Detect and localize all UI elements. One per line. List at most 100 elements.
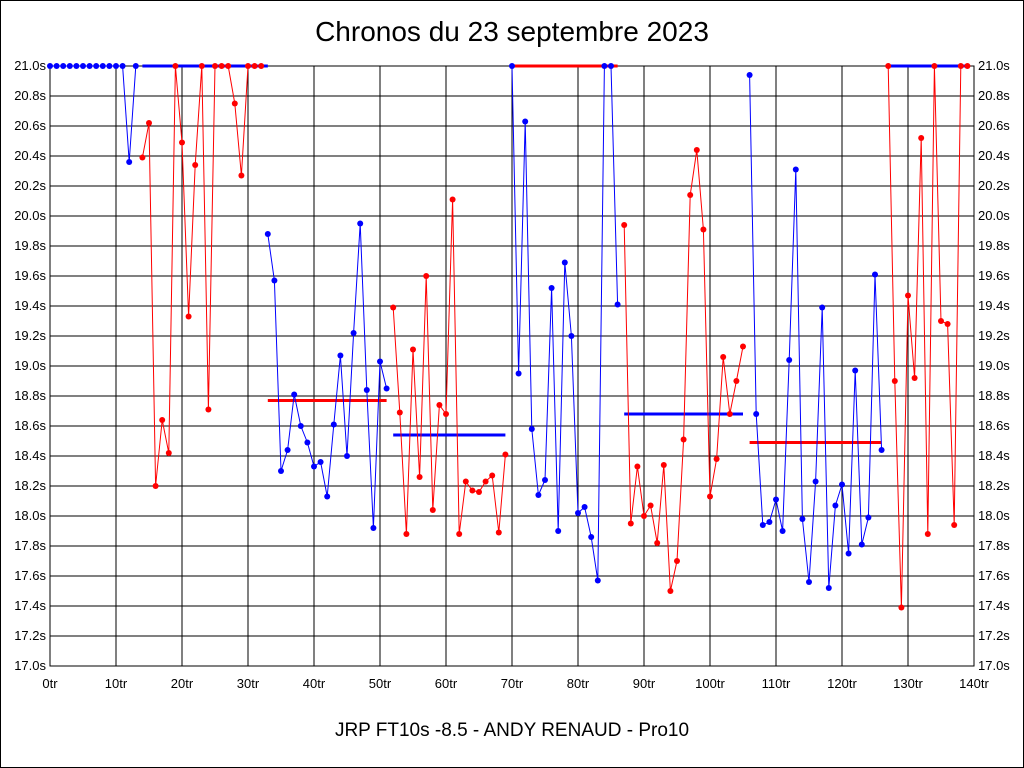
data-point — [687, 192, 694, 198]
data-point — [911, 375, 918, 381]
x-tick-label: 140tr — [959, 676, 989, 691]
data-point — [660, 462, 667, 468]
y-tick-label-right: 20.6s — [978, 118, 1010, 133]
data-point — [330, 421, 337, 428]
data-point — [680, 436, 687, 443]
data-point — [766, 519, 773, 525]
y-tick-label-right: 17.2s — [978, 628, 1010, 643]
y-tick-label-right: 17.8s — [978, 538, 1010, 553]
data-point — [951, 522, 958, 528]
data-point — [80, 63, 86, 69]
data-point — [608, 63, 614, 69]
y-axis-left: 17.0s 17.2s 17.4s 17.6s 17.8s 18.0s 18.2s 18.4s… — [14, 58, 46, 673]
data-point — [918, 135, 925, 141]
data-point — [898, 604, 905, 611]
series-blue — [264, 220, 390, 531]
data-point — [542, 477, 548, 483]
x-tick-label: 110tr — [762, 676, 791, 691]
data-point — [561, 259, 568, 266]
y-tick-label-left: 19.4s — [14, 298, 46, 313]
series-line — [392, 199, 506, 535]
data-point — [891, 378, 898, 384]
y-tick-label-left: 17.6s — [14, 568, 46, 583]
data-point — [218, 63, 225, 69]
data-point — [535, 492, 542, 498]
data-point — [858, 541, 865, 548]
data-point — [476, 489, 482, 495]
data-point — [66, 63, 73, 69]
data-point — [403, 531, 410, 537]
data-point — [119, 63, 126, 69]
y-tick-label-left: 17.4s — [14, 598, 46, 613]
data-point — [99, 63, 106, 69]
data-point — [350, 330, 357, 336]
data-point — [93, 63, 100, 69]
chart-title: Chronos du 23 septembre 2023 — [315, 16, 709, 47]
data-point — [924, 531, 931, 537]
data-point — [132, 63, 139, 69]
data-point — [594, 577, 601, 584]
x-tick-label: 20tr — [171, 676, 194, 691]
data-point — [588, 534, 595, 540]
data-point — [733, 378, 740, 384]
data-point — [304, 439, 311, 446]
data-point — [231, 100, 238, 107]
data-point — [462, 478, 469, 485]
y-axis-right: 17.0s 17.2s 17.4s 17.6s 17.8s 18.0s 18.2s 18.4s… — [978, 58, 1010, 673]
data-point — [146, 120, 152, 126]
data-point — [792, 166, 799, 173]
data-point — [667, 588, 674, 594]
y-tick-label-left: 19.8s — [14, 238, 46, 253]
grid-lines — [49, 65, 975, 667]
data-point — [614, 301, 621, 308]
data-point — [845, 550, 852, 557]
data-point — [363, 387, 370, 393]
data-point — [165, 450, 172, 456]
data-point — [429, 507, 436, 513]
data-point — [423, 273, 430, 279]
data-point — [370, 525, 377, 531]
x-tick-label: 90tr — [633, 676, 656, 691]
x-tick-label: 50tr — [369, 676, 392, 691]
data-point — [443, 411, 449, 417]
data-point — [522, 118, 529, 125]
y-tick-label-left: 18.6s — [14, 418, 46, 433]
data-point — [113, 63, 119, 69]
y-tick-label-left: 18.8s — [14, 388, 46, 403]
data-point — [905, 292, 911, 299]
y-tick-label-right: 19.2s — [978, 328, 1010, 343]
series-red — [139, 63, 265, 489]
data-point — [839, 481, 845, 488]
series-blue — [509, 63, 621, 584]
y-tick-label-right: 21.0s — [978, 58, 1010, 73]
series-blue — [746, 72, 885, 591]
data-point — [964, 63, 971, 69]
data-point — [509, 63, 515, 69]
y-tick-label-left: 20.4s — [14, 148, 46, 163]
average-lines — [142, 64, 968, 444]
series-line — [267, 223, 388, 529]
data-point — [726, 411, 733, 417]
data-point — [779, 528, 786, 534]
data-point — [713, 456, 720, 462]
data-point — [740, 343, 746, 350]
data-point — [311, 463, 317, 470]
data-point — [205, 406, 212, 413]
data-point — [258, 63, 265, 69]
data-point — [139, 154, 146, 161]
data-point — [878, 447, 885, 453]
series-line — [749, 74, 883, 589]
y-tick-label-left: 20.0s — [14, 208, 46, 223]
data-point — [759, 522, 766, 528]
data-point — [238, 172, 245, 179]
y-tick-label-left: 20.2s — [14, 178, 46, 193]
data-point — [152, 483, 159, 489]
data-point — [172, 63, 179, 69]
data-point — [581, 504, 588, 510]
data-point — [324, 493, 331, 500]
data-point — [377, 358, 383, 365]
y-tick-label-right: 19.0s — [978, 358, 1010, 373]
data-point — [86, 63, 93, 69]
x-tick-label: 100tr — [695, 676, 725, 691]
